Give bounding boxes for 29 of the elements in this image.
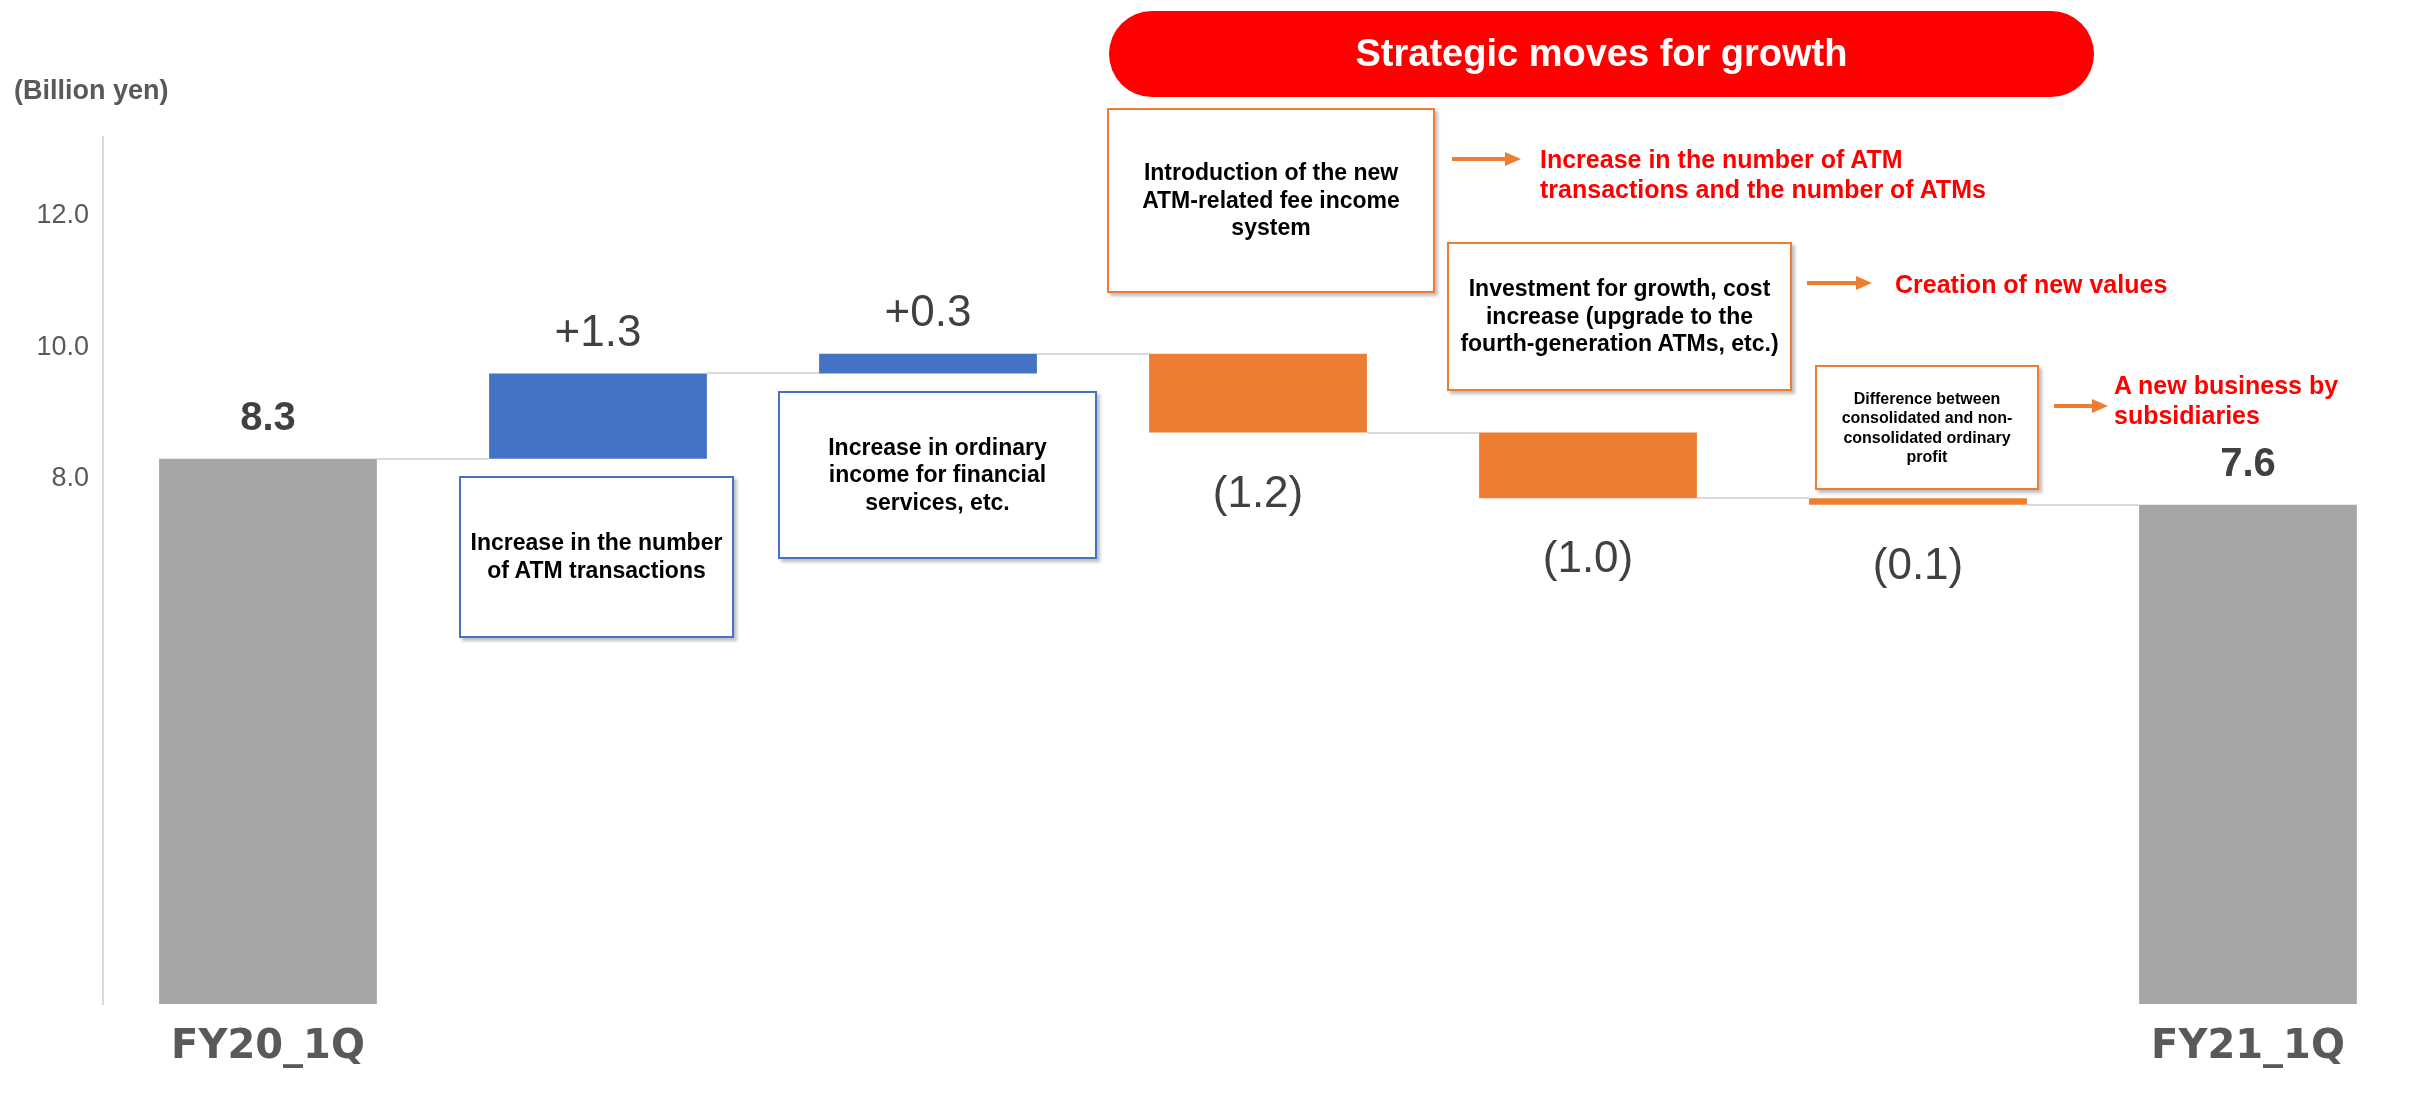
bar xyxy=(2139,504,2357,1004)
callout-box: Investment for growth, cost increase (upgrade to the fourth-generation ATMs, etc.) xyxy=(1447,242,1792,391)
data-label: (1.0) xyxy=(1542,532,1634,582)
banner: Strategic moves for growth xyxy=(1109,11,2094,97)
bar xyxy=(159,458,377,1004)
x-tick-label: FY21_1Q xyxy=(2151,1021,2345,1069)
data-label: 8.3 xyxy=(240,393,296,438)
bar xyxy=(489,373,707,459)
callout-box: Introduction of the new ATM-related fee income system xyxy=(1107,108,1435,293)
y-axis-title: (Billion yen) xyxy=(14,75,169,106)
y-tick-label: 12.0 xyxy=(36,199,89,230)
bar xyxy=(1809,498,2027,505)
annotation: Increase in the number of ATM transactions and the number of ATMs xyxy=(1540,144,1987,205)
y-tick-label: 10.0 xyxy=(36,330,89,361)
callout-box: Increase in ordinary income for financial services, etc. xyxy=(778,391,1097,559)
callout-box: Difference between consolidated and non-consolidated ordinary profit xyxy=(1815,365,2039,490)
bar xyxy=(1479,432,1697,499)
callout-box: Increase in the number of ATM transactions xyxy=(459,476,734,638)
data-label: (0.1) xyxy=(1872,538,1964,588)
bar xyxy=(1149,353,1367,433)
annotation: Creation of new values xyxy=(1895,269,2169,300)
annotation: A new business by subsidiaries xyxy=(2114,370,2340,431)
data-label: +0.3 xyxy=(884,285,972,335)
data-label: +1.3 xyxy=(554,305,642,355)
data-label: (1.2) xyxy=(1212,466,1304,516)
x-tick-label: FY20_1Q xyxy=(171,1021,365,1069)
y-tick-label: 8.0 xyxy=(51,462,89,492)
data-label: 7.6 xyxy=(2220,439,2276,484)
bar xyxy=(819,353,1037,374)
